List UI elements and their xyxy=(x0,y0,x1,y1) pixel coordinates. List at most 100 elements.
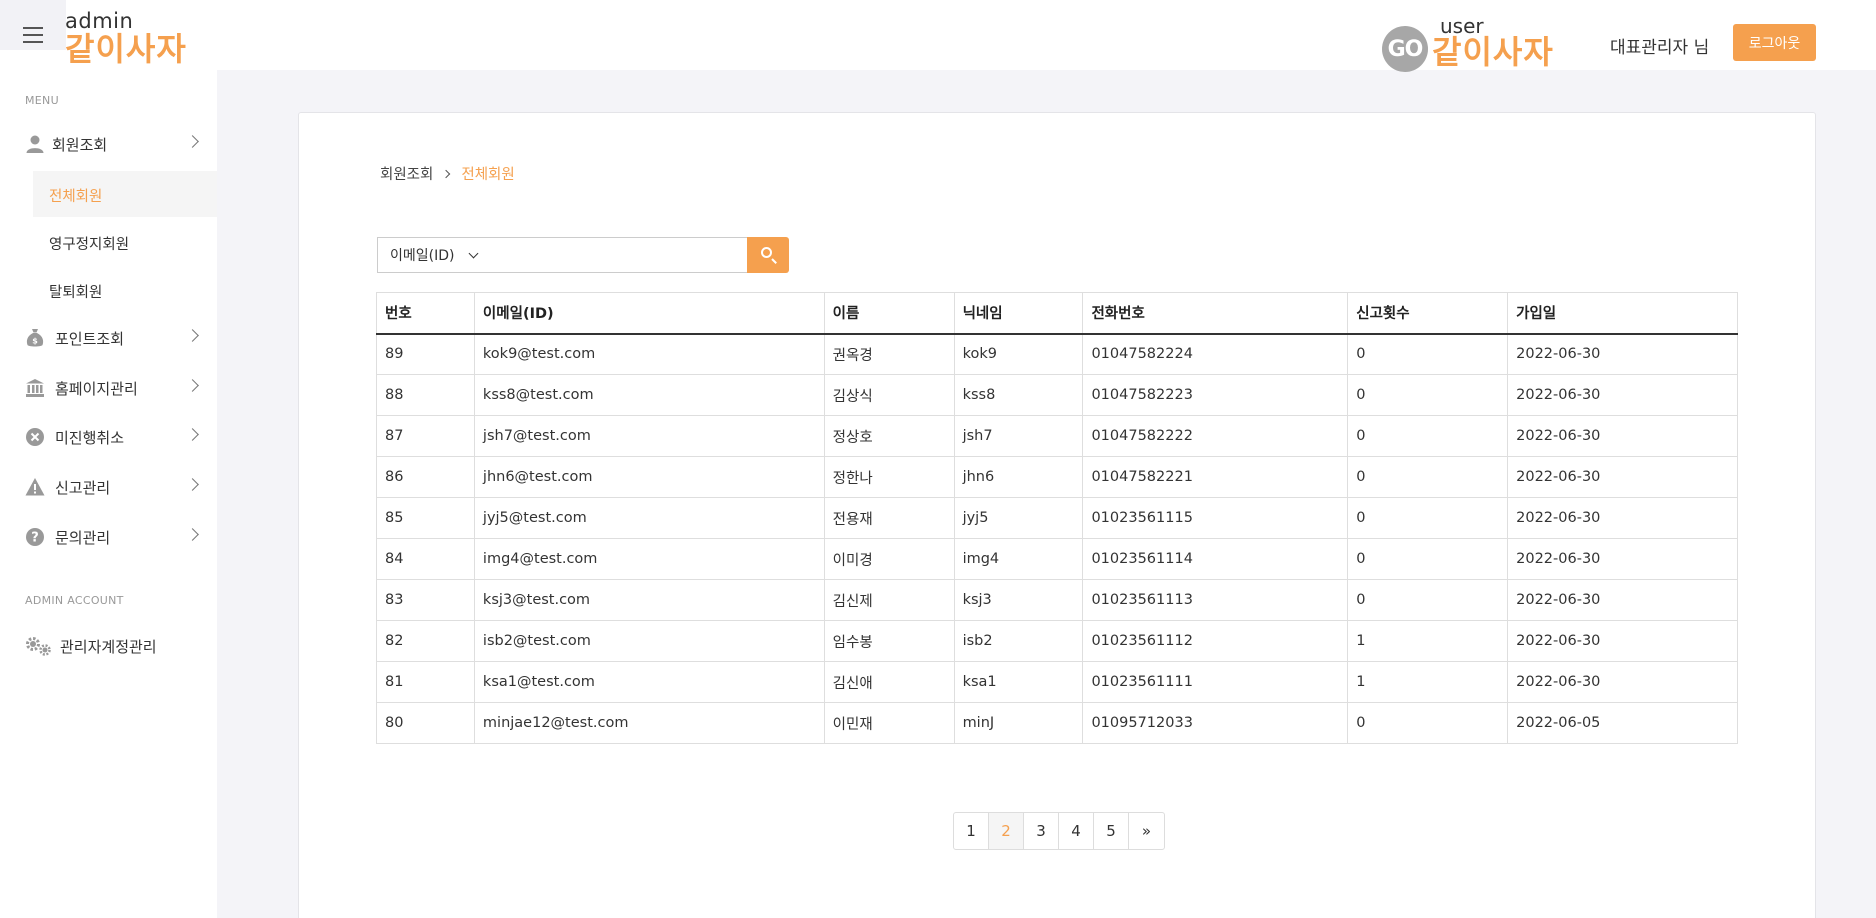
table-row[interactable]: 83 ksj3@test.com 김신제 ksj3 01023561113 0 … xyxy=(376,579,1738,621)
sidebar-item-cancel-pending[interactable]: 미진행취소 xyxy=(0,419,217,455)
sidebar: MENU 회원조회 전체회원 영구정지회원 탈퇴회원 $ 포인트조회 xyxy=(0,70,217,918)
table-row[interactable]: 81 ksa1@test.com 김신애 ksa1 01023561111 1 … xyxy=(376,661,1738,703)
sidebar-item-label: 미진행취소 xyxy=(55,429,125,447)
cell-report-count: 0 xyxy=(1347,538,1509,580)
admin-name-label: 대표관리자 님 xyxy=(1610,38,1710,58)
cell-email: minjae12@test.com xyxy=(473,702,825,744)
search-field-select[interactable]: 이메일(ID) xyxy=(377,237,488,273)
table-row[interactable]: 89 kok9@test.com 권옥경 kok9 01047582224 0 … xyxy=(376,333,1738,375)
table-row[interactable]: 88 kss8@test.com 김상식 kss8 01047582223 0 … xyxy=(376,374,1738,416)
cell-report-count: 0 xyxy=(1347,456,1509,498)
chevron-down-icon xyxy=(468,248,479,259)
cell-number: 84 xyxy=(376,538,475,580)
table-row[interactable]: 87 jsh7@test.com 정상호 jsh7 01047582222 0 … xyxy=(376,415,1738,457)
cell-phone: 01023561115 xyxy=(1082,497,1349,539)
next-page-button[interactable]: » xyxy=(1141,822,1152,840)
cell-join-date: 2022-06-30 xyxy=(1507,374,1738,416)
page-button-5[interactable]: 5 xyxy=(1094,813,1129,849)
question-circle-icon: ? xyxy=(26,528,44,546)
cell-join-date: 2022-06-30 xyxy=(1507,661,1738,703)
table-row[interactable]: 82 isb2@test.com 임수봉 isb2 01023561112 1 … xyxy=(376,620,1738,662)
column-header: 이메일(ID) xyxy=(473,292,825,335)
sidebar-item-homepage[interactable]: 홈페이지관리 xyxy=(0,370,217,406)
cell-report-count: 0 xyxy=(1347,497,1509,539)
cell-number: 89 xyxy=(376,333,475,375)
sidebar-subitem-all-members[interactable]: 전체회원 xyxy=(33,171,217,217)
menu-toggle-button[interactable] xyxy=(0,0,66,50)
page-button-3[interactable]: 3 xyxy=(1024,813,1059,849)
admin-logo-sub: admin xyxy=(65,9,134,33)
cell-email: jyj5@test.com xyxy=(473,497,825,539)
chevron-right-icon xyxy=(442,169,451,178)
table-row[interactable]: 85 jyj5@test.com 전용재 jyj5 01023561115 0 … xyxy=(376,497,1738,539)
search-input[interactable] xyxy=(487,237,748,273)
cell-email: jsh7@test.com xyxy=(473,415,825,457)
sidebar-item-admin-accounts[interactable]: 관리자계정관리 xyxy=(0,628,217,664)
column-header: 신고횟수 xyxy=(1347,292,1509,335)
sidebar-subitem-banned-members[interactable]: 영구정지회원 xyxy=(33,219,217,265)
search-field-selected: 이메일(ID) xyxy=(390,248,455,264)
bank-icon xyxy=(26,379,44,397)
search-button[interactable] xyxy=(747,237,789,273)
sidebar-item-label: 포인트조회 xyxy=(55,330,125,348)
chevron-right-icon xyxy=(186,329,199,342)
sidebar-subitem-label: 탈퇴회원 xyxy=(49,285,103,301)
table-row[interactable]: 84 img4@test.com 이미경 img4 01023561114 0 … xyxy=(376,538,1738,580)
sidebar-item-reports[interactable]: 신고관리 xyxy=(0,469,217,505)
members-table: 번호 이메일(ID) 이름 닉네임 전화번호 신고횟수 가입일 89 kok9@… xyxy=(376,292,1738,744)
table-row[interactable]: 80 minjae12@test.com 이민재 minJ 0109571203… xyxy=(376,702,1738,744)
cell-name: 정한나 xyxy=(823,456,955,498)
cell-nickname: jyj5 xyxy=(953,497,1084,539)
logout-button[interactable]: 로그아웃 xyxy=(1733,24,1816,61)
cell-nickname: jsh7 xyxy=(953,415,1084,457)
column-header: 번호 xyxy=(376,292,475,335)
cell-join-date: 2022-06-30 xyxy=(1507,415,1738,457)
column-header: 가입일 xyxy=(1507,292,1738,335)
cancel-circle-icon xyxy=(26,428,44,446)
sidebar-item-inquiries[interactable]: ? 문의관리 xyxy=(0,519,217,555)
cell-nickname: img4 xyxy=(953,538,1084,580)
cell-name: 김신제 xyxy=(823,579,955,621)
cell-nickname: isb2 xyxy=(953,620,1084,662)
page-button-4[interactable]: 4 xyxy=(1059,813,1094,849)
sidebar-item-points[interactable]: $ 포인트조회 xyxy=(0,320,217,356)
cell-join-date: 2022-06-30 xyxy=(1507,333,1738,375)
sidebar-item-members[interactable]: 회원조회 xyxy=(0,126,217,162)
chevron-right-icon xyxy=(186,428,199,441)
page-button-2[interactable]: 2 xyxy=(989,813,1024,849)
cell-number: 81 xyxy=(376,661,475,703)
cell-number: 83 xyxy=(376,579,475,621)
sidebar-subitem-label: 전체회원 xyxy=(49,189,103,205)
cell-report-count: 1 xyxy=(1347,620,1509,662)
column-header: 이름 xyxy=(823,292,955,335)
cell-join-date: 2022-06-30 xyxy=(1507,538,1738,580)
cell-phone: 01047582224 xyxy=(1082,333,1349,375)
cell-number: 82 xyxy=(376,620,475,662)
cell-join-date: 2022-06-30 xyxy=(1507,579,1738,621)
sidebar-subitem-withdrawn-members[interactable]: 탈퇴회원 xyxy=(33,267,217,313)
table-row[interactable]: 86 jhn6@test.com 정한나 jhn6 01047582221 0 … xyxy=(376,456,1738,498)
user-site-logo[interactable]: GO user 같이사자 xyxy=(1382,16,1562,72)
column-header: 닉네임 xyxy=(953,292,1084,335)
page-button-1[interactable]: 1 xyxy=(954,813,989,849)
cell-name: 이민재 xyxy=(823,702,955,744)
cell-email: img4@test.com xyxy=(473,538,825,580)
cell-report-count: 0 xyxy=(1347,333,1509,375)
cell-phone: 01023561114 xyxy=(1082,538,1349,580)
cell-report-count: 0 xyxy=(1347,415,1509,457)
cell-number: 86 xyxy=(376,456,475,498)
cell-phone: 01047582222 xyxy=(1082,415,1349,457)
chevron-right-icon xyxy=(186,379,199,392)
cell-email: isb2@test.com xyxy=(473,620,825,662)
admin-logo-main: 같이사자 xyxy=(65,30,187,68)
breadcrumb-parent[interactable]: 회원조회 xyxy=(380,167,434,183)
cell-name: 전용재 xyxy=(823,497,955,539)
svg-text:$: $ xyxy=(32,337,38,346)
warning-icon xyxy=(25,478,45,496)
cell-nickname: ksa1 xyxy=(953,661,1084,703)
cell-join-date: 2022-06-30 xyxy=(1507,620,1738,662)
cell-phone: 01023561111 xyxy=(1082,661,1349,703)
cell-email: kok9@test.com xyxy=(473,333,825,375)
admin-logo[interactable]: admin 같이사자 xyxy=(65,10,187,66)
sidebar-item-label: 신고관리 xyxy=(55,479,111,497)
